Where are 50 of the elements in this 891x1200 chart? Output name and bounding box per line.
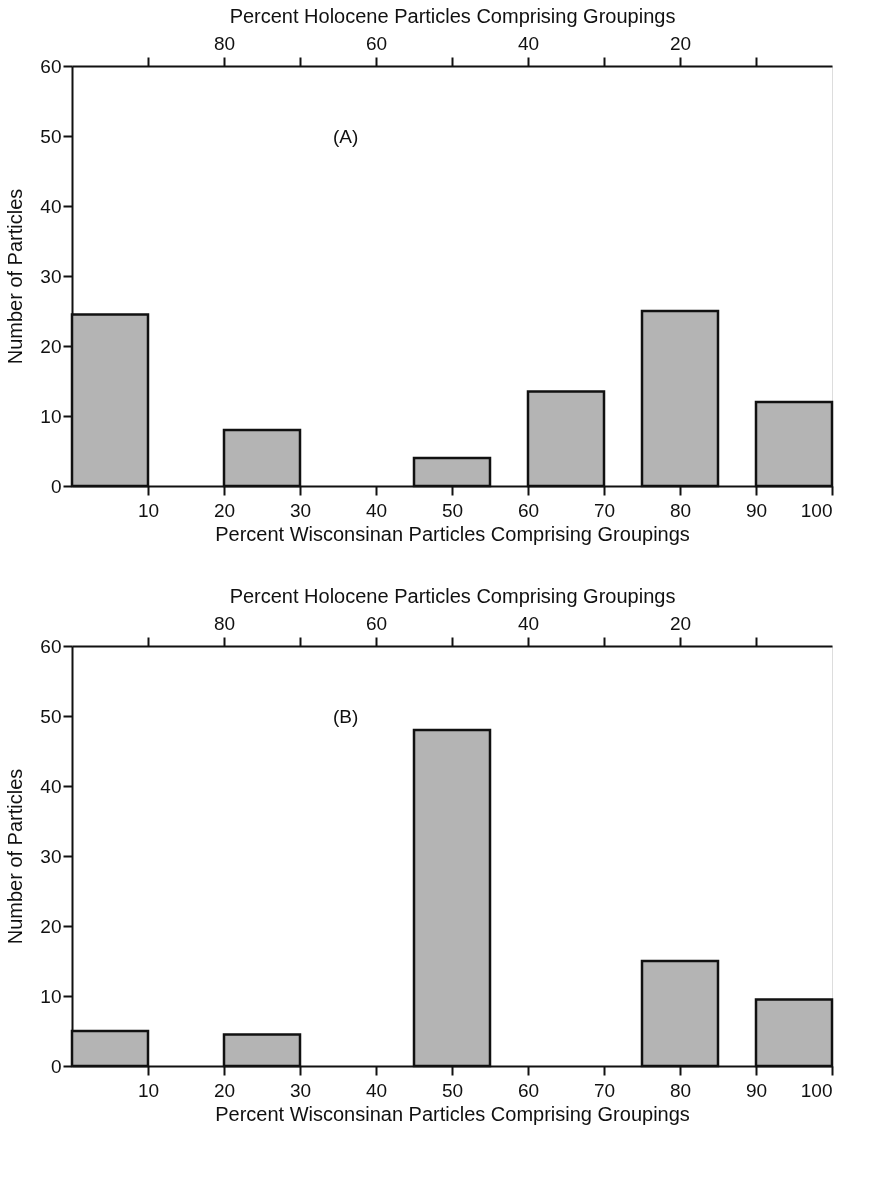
y-tick-label: 30 bbox=[40, 265, 62, 287]
x2-tick-label: 80 bbox=[213, 32, 236, 54]
y-axis-title: Number of Particles bbox=[4, 188, 27, 365]
x2-tick-label: 40 bbox=[517, 32, 540, 54]
y-tick-label: 50 bbox=[40, 705, 62, 727]
x2-axis-title: Percent Holocene Particles Comprising Groupings bbox=[229, 4, 676, 27]
x-tick-label: 40 bbox=[365, 499, 388, 521]
x2-axis-title: Percent Holocene Particles Comprising Groupings bbox=[229, 584, 676, 607]
x-tick-label: 100 bbox=[800, 1079, 833, 1101]
y-tick-label: 60 bbox=[40, 55, 62, 77]
x-tick-label: 20 bbox=[213, 1079, 236, 1101]
y-tick-label: 20 bbox=[40, 915, 62, 937]
x2-tick-label: 80 bbox=[213, 612, 236, 634]
x-tick-label: 50 bbox=[441, 499, 464, 521]
x-tick-label: 100 bbox=[800, 499, 833, 521]
y-tick-label: 40 bbox=[40, 195, 62, 217]
x-tick-label: 50 bbox=[441, 1079, 464, 1101]
x-tick-label: 90 bbox=[745, 499, 768, 521]
x-tick-label: 60 bbox=[517, 1079, 540, 1101]
y-tick-label: 30 bbox=[40, 845, 62, 867]
y-tick-label: 40 bbox=[40, 775, 62, 797]
x-tick-label: 10 bbox=[137, 1079, 160, 1101]
x2-tick-label: 40 bbox=[517, 612, 540, 634]
y-tick-label: 50 bbox=[40, 125, 62, 147]
x-tick-label: 70 bbox=[593, 1079, 616, 1101]
x-tick-label: 60 bbox=[517, 499, 540, 521]
x2-tick-label: 20 bbox=[669, 612, 692, 634]
y-tick-label: 10 bbox=[40, 985, 62, 1007]
x-tick-label: 30 bbox=[289, 499, 312, 521]
y-tick-label: 20 bbox=[40, 335, 62, 357]
y-axis-title: Number of Particles bbox=[4, 768, 27, 945]
y-tick-label: 10 bbox=[40, 405, 62, 427]
x-tick-label: 70 bbox=[593, 499, 616, 521]
x-axis-title: Percent Wisconsinan Particles Comprising Groupings bbox=[215, 1102, 690, 1125]
x-tick-label: 30 bbox=[289, 1079, 312, 1101]
x-tick-label: 80 bbox=[669, 499, 692, 521]
x2-tick-label: 60 bbox=[365, 32, 388, 54]
x-tick-label: 90 bbox=[745, 1079, 768, 1101]
x2-tick-label: 60 bbox=[365, 612, 388, 634]
x-axis-title: Percent Wisconsinan Particles Comprising Groupings bbox=[215, 522, 690, 545]
x-tick-label: 20 bbox=[213, 499, 236, 521]
y-tick-label: 0 bbox=[50, 475, 62, 497]
x-tick-label: 10 bbox=[137, 499, 160, 521]
x-tick-label: 80 bbox=[669, 1079, 692, 1101]
x2-tick-label: 20 bbox=[669, 32, 692, 54]
annotation: (B) bbox=[332, 706, 359, 728]
y-tick-label: 60 bbox=[40, 635, 62, 657]
annotation: (A) bbox=[332, 126, 359, 148]
x-tick-label: 40 bbox=[365, 1079, 388, 1101]
y-tick-label: 0 bbox=[50, 1055, 62, 1077]
